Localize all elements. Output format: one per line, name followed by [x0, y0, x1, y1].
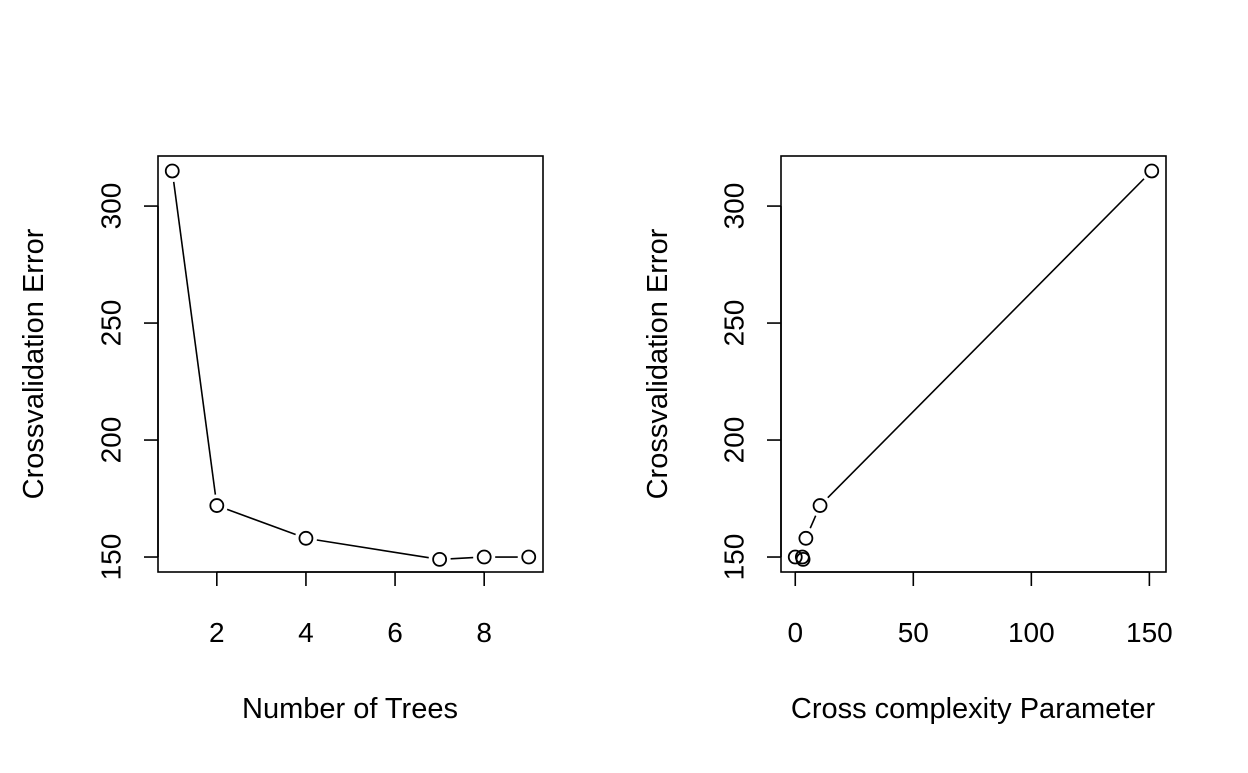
left-plot-frame	[157, 155, 544, 573]
right-plot-frame	[780, 155, 1167, 573]
right-y-tick-label: 250	[719, 300, 750, 347]
right-x-axis-title: Cross complexity Parameter	[791, 693, 1156, 725]
right-y-axis-title: Crossvalidation Error	[642, 228, 674, 499]
right-x-tick-label: 0	[787, 617, 803, 648]
left-series-segment	[316, 539, 429, 559]
left-y-axis-title: Crossvalidation Error	[18, 228, 50, 499]
left-y-tick-label: 300	[96, 183, 127, 230]
right-data-point	[1144, 163, 1160, 179]
left-x-axis-title: Number of Trees	[242, 693, 458, 725]
left-x-tick-label: 6	[387, 617, 403, 648]
left-series-segment	[450, 556, 474, 560]
right-x-tick-label: 50	[898, 617, 929, 648]
right-y-tick-label: 300	[719, 183, 750, 230]
left-data-point	[209, 498, 225, 513]
left-data-point	[476, 549, 492, 565]
left-x-tick-label: 4	[298, 617, 314, 648]
right-data-point	[795, 551, 811, 567]
right-series-segment	[827, 178, 1145, 499]
left-data-point	[521, 549, 537, 565]
right-y-tick-label: 150	[719, 534, 750, 581]
left-y-tick-label: 200	[96, 417, 127, 464]
right-y-tick-label: 200	[719, 417, 750, 464]
left-data-point	[298, 530, 314, 546]
left-data-point	[164, 163, 180, 179]
right-data-point	[798, 530, 814, 546]
left-series-segment	[226, 508, 296, 536]
left-series-segment	[172, 181, 217, 495]
right-x-tick-label: 100	[1008, 617, 1055, 648]
left-x-tick-label: 8	[476, 617, 492, 648]
right-series-segment	[809, 515, 817, 529]
right-data-point	[812, 498, 828, 513]
left-data-point	[432, 551, 448, 567]
left-y-tick-label: 250	[96, 300, 127, 347]
left-y-tick-label: 150	[96, 534, 127, 581]
left-plot-panel: 2 4 6 8 150 200 250 300 Number of Trees Crossvali…	[18, 155, 544, 725]
right-x-tick-label: 150	[1126, 617, 1173, 648]
right-data-point	[787, 549, 803, 565]
left-x-tick-label: 2	[209, 617, 225, 648]
right-plot-panel: 0 50 100 150 150 200 250 300 Cross complexity Pa…	[642, 155, 1173, 725]
